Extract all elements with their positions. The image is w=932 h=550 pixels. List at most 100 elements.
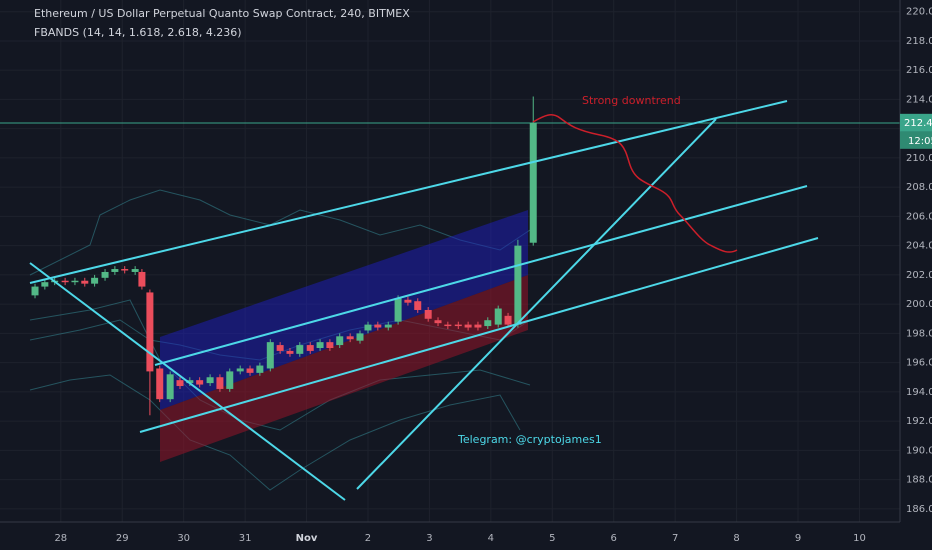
indicator-label: FBANDS (14, 14, 1.618, 2.618, 4.236) — [34, 26, 242, 39]
y-tick-label: 200.00 — [906, 299, 932, 310]
trend-line — [139, 237, 819, 433]
annotation: Strong downtrend — [582, 94, 681, 107]
candle-body — [41, 282, 49, 287]
candle-body — [71, 280, 79, 283]
y-tick-label: 218.00 — [906, 36, 932, 47]
y-tick-label: 204.00 — [906, 241, 932, 252]
y-tick-label: 210.00 — [906, 153, 932, 164]
y-tick-label: 196.00 — [906, 358, 932, 369]
projection-curve — [532, 114, 738, 253]
candle-body — [296, 345, 304, 354]
y-tick-label: 190.00 — [906, 445, 932, 456]
candle-body — [81, 280, 89, 284]
x-tick-label: 9 — [795, 533, 801, 544]
candle-body — [101, 271, 109, 278]
candle-body — [364, 324, 372, 331]
y-tick-label: 202.00 — [906, 270, 932, 281]
candle-body — [146, 292, 154, 372]
candle-body — [434, 320, 442, 324]
candle-body — [394, 298, 402, 322]
y-tick-label: 198.00 — [906, 328, 932, 339]
y-tick-label: 208.00 — [906, 182, 932, 193]
candle-body — [356, 333, 364, 341]
candle-body — [256, 365, 264, 373]
candles — [31, 96, 537, 416]
candle-body — [138, 271, 146, 287]
trend-line — [29, 262, 346, 501]
candle-body — [216, 377, 224, 389]
candle-body — [494, 308, 502, 325]
x-tick-label: 7 — [672, 533, 678, 544]
x-tick-label: 2 — [365, 533, 371, 544]
candle-body — [226, 371, 234, 389]
candle-body — [514, 245, 522, 325]
y-tick-label: 194.00 — [906, 387, 932, 398]
y-tick-label: 188.00 — [906, 475, 932, 486]
x-tick-label: 4 — [488, 533, 494, 544]
band-line — [29, 374, 521, 491]
x-tick-label: 3 — [426, 533, 432, 544]
x-tick-label: 6 — [611, 533, 617, 544]
candle-body — [484, 320, 492, 327]
y-tick-label: 206.00 — [906, 211, 932, 222]
y-tick-label: 220.00 — [906, 7, 932, 18]
candle-body — [91, 277, 99, 284]
candle-body — [166, 374, 174, 400]
candle-body — [206, 377, 214, 384]
candle-body — [404, 299, 412, 303]
candle-body — [246, 368, 254, 373]
candle-body — [316, 342, 324, 348]
candle-body — [346, 336, 354, 340]
x-tick-label: 10 — [853, 533, 866, 544]
candle-body — [414, 301, 422, 310]
annotation: Telegram: @cryptojames1 — [457, 433, 602, 446]
x-tick-label: 28 — [54, 533, 67, 544]
trend-line — [29, 100, 788, 284]
candle-body — [131, 269, 139, 272]
candle-body — [326, 342, 334, 348]
x-tick-label: Nov — [296, 533, 318, 544]
candle-body — [176, 380, 184, 387]
x-tick-label: 29 — [116, 533, 129, 544]
candle-body — [529, 122, 537, 243]
y-tick-label: 186.00 — [906, 504, 932, 515]
candle-body — [424, 309, 432, 319]
candle-body — [186, 380, 194, 384]
candle-body — [374, 324, 382, 328]
last-price-label: 212.40 — [904, 118, 932, 129]
chart-title: Ethereum / US Dollar Perpetual Quanto Sw… — [34, 7, 410, 20]
candle-body — [111, 269, 119, 272]
trend-line — [356, 118, 717, 490]
candle-body — [464, 324, 472, 328]
candle-body — [196, 380, 204, 385]
candle-body — [276, 345, 284, 351]
x-tick-label: 5 — [549, 533, 555, 544]
y-tick-label: 214.00 — [906, 94, 932, 105]
x-tick-label: 30 — [177, 533, 190, 544]
candle-body — [336, 336, 344, 346]
last-time-box — [900, 131, 932, 149]
upper-channel — [160, 210, 528, 410]
candle-body — [306, 345, 314, 351]
candle-body — [474, 324, 482, 328]
candle-body — [121, 269, 129, 271]
axes: 186.00 188.00 190.00 192.00 194.00 196.00 198.… — [54, 7, 932, 544]
candle-body — [454, 324, 462, 327]
candle-body — [384, 324, 392, 328]
last-time-label: 12:05 — [908, 136, 932, 147]
y-tick-label: 216.00 — [906, 65, 932, 76]
y-tick-label: 192.00 — [906, 416, 932, 427]
candle-body — [31, 286, 39, 296]
last-price-box — [900, 113, 932, 132]
trend-lines — [29, 100, 819, 501]
candle-body — [236, 368, 244, 372]
candle-body — [156, 368, 164, 400]
x-tick-label: 31 — [239, 533, 252, 544]
candle-body — [444, 324, 452, 327]
candle-body — [266, 342, 274, 369]
candle-body — [286, 350, 294, 354]
x-tick-label: 8 — [733, 533, 739, 544]
candle-body — [504, 315, 512, 325]
